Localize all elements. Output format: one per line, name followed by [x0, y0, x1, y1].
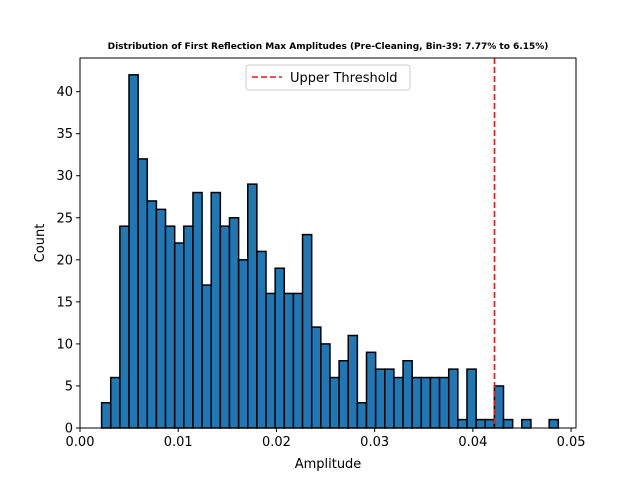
y-tick-label: 0 [65, 422, 73, 437]
histogram-bar [265, 292, 276, 429]
y-tick-label: 35 [56, 127, 73, 142]
x-tick-label: 0.05 [557, 435, 586, 450]
y-tick-label: 40 [56, 85, 73, 100]
histogram-bar [155, 208, 167, 429]
histogram-bar [384, 368, 395, 429]
histogram-bar [447, 368, 459, 429]
histogram-bar [457, 418, 468, 429]
x-axis: 0.00 0.01 0.02 0.03 0.04 0.05 [66, 428, 586, 450]
histogram-bar [100, 402, 112, 429]
histogram-bar [210, 191, 222, 429]
x-tick-label: 0.03 [360, 435, 389, 450]
histogram-bar [502, 418, 514, 429]
histogram-bar [301, 233, 313, 429]
histogram-bar [173, 242, 185, 429]
y-axis-label: Count [33, 224, 48, 263]
histogram-bar [402, 359, 413, 429]
histogram-bar [521, 418, 532, 429]
histogram-bar [237, 259, 249, 429]
x-axis-label: Amplitude [295, 457, 362, 472]
y-tick-label: 10 [56, 337, 73, 352]
legend: Upper Threshold [245, 64, 411, 91]
histogram-bar [411, 376, 423, 429]
y-axis: 0 5 10 15 20 25 30 35 40 [56, 85, 80, 437]
histogram-bar [274, 267, 286, 429]
x-tick-label: 0.02 [262, 435, 291, 450]
histogram-bar [164, 225, 176, 429]
histogram-bar [247, 183, 258, 429]
histogram-bar [356, 402, 368, 429]
histogram-bar [548, 418, 560, 429]
histogram-bar [329, 376, 340, 429]
histogram-bar [292, 292, 304, 429]
histogram-bar [283, 292, 295, 429]
y-tick-label: 5 [65, 379, 73, 394]
x-tick-label: 0.00 [66, 435, 95, 450]
histogram-bar [374, 368, 386, 429]
histogram-bar [484, 418, 496, 429]
legend-box [245, 64, 411, 91]
legend-threshold-label: Upper Threshold [290, 71, 398, 86]
y-tick-label: 25 [56, 211, 73, 226]
histogram-bar [475, 418, 486, 429]
plot-frame [79, 57, 577, 429]
histogram-bar [438, 376, 450, 429]
histogram-bar [192, 191, 203, 429]
x-tick-label: 0.01 [164, 435, 193, 450]
histogram-bar [466, 368, 477, 429]
histogram-bar [256, 250, 267, 429]
histogram-bar [183, 225, 194, 429]
histogram-bar [201, 284, 212, 429]
y-tick-label: 15 [56, 295, 73, 310]
histogram-bar [119, 225, 130, 429]
y-tick-label: 20 [56, 253, 73, 268]
chart-title: Distribution of First Reflection Max Amp… [108, 42, 549, 52]
histogram-bar [146, 200, 158, 429]
histogram-bar [338, 359, 349, 429]
histogram-bar [393, 376, 404, 429]
histogram-bar [109, 376, 121, 429]
histogram-bar [365, 351, 377, 429]
histogram-bar [310, 326, 322, 429]
histogram-bar [429, 376, 441, 429]
histogram-bar [128, 74, 139, 429]
histogram-bar [493, 385, 505, 429]
histogram-bar [228, 217, 240, 429]
plot-area [79, 57, 577, 429]
y-tick-label: 30 [56, 169, 73, 184]
histogram-bar [219, 225, 231, 429]
x-tick-label: 0.04 [458, 435, 487, 450]
histogram-bar [347, 334, 359, 429]
histogram-bar [420, 376, 432, 429]
histogram-bar [137, 158, 149, 429]
histogram-bar [320, 343, 331, 429]
